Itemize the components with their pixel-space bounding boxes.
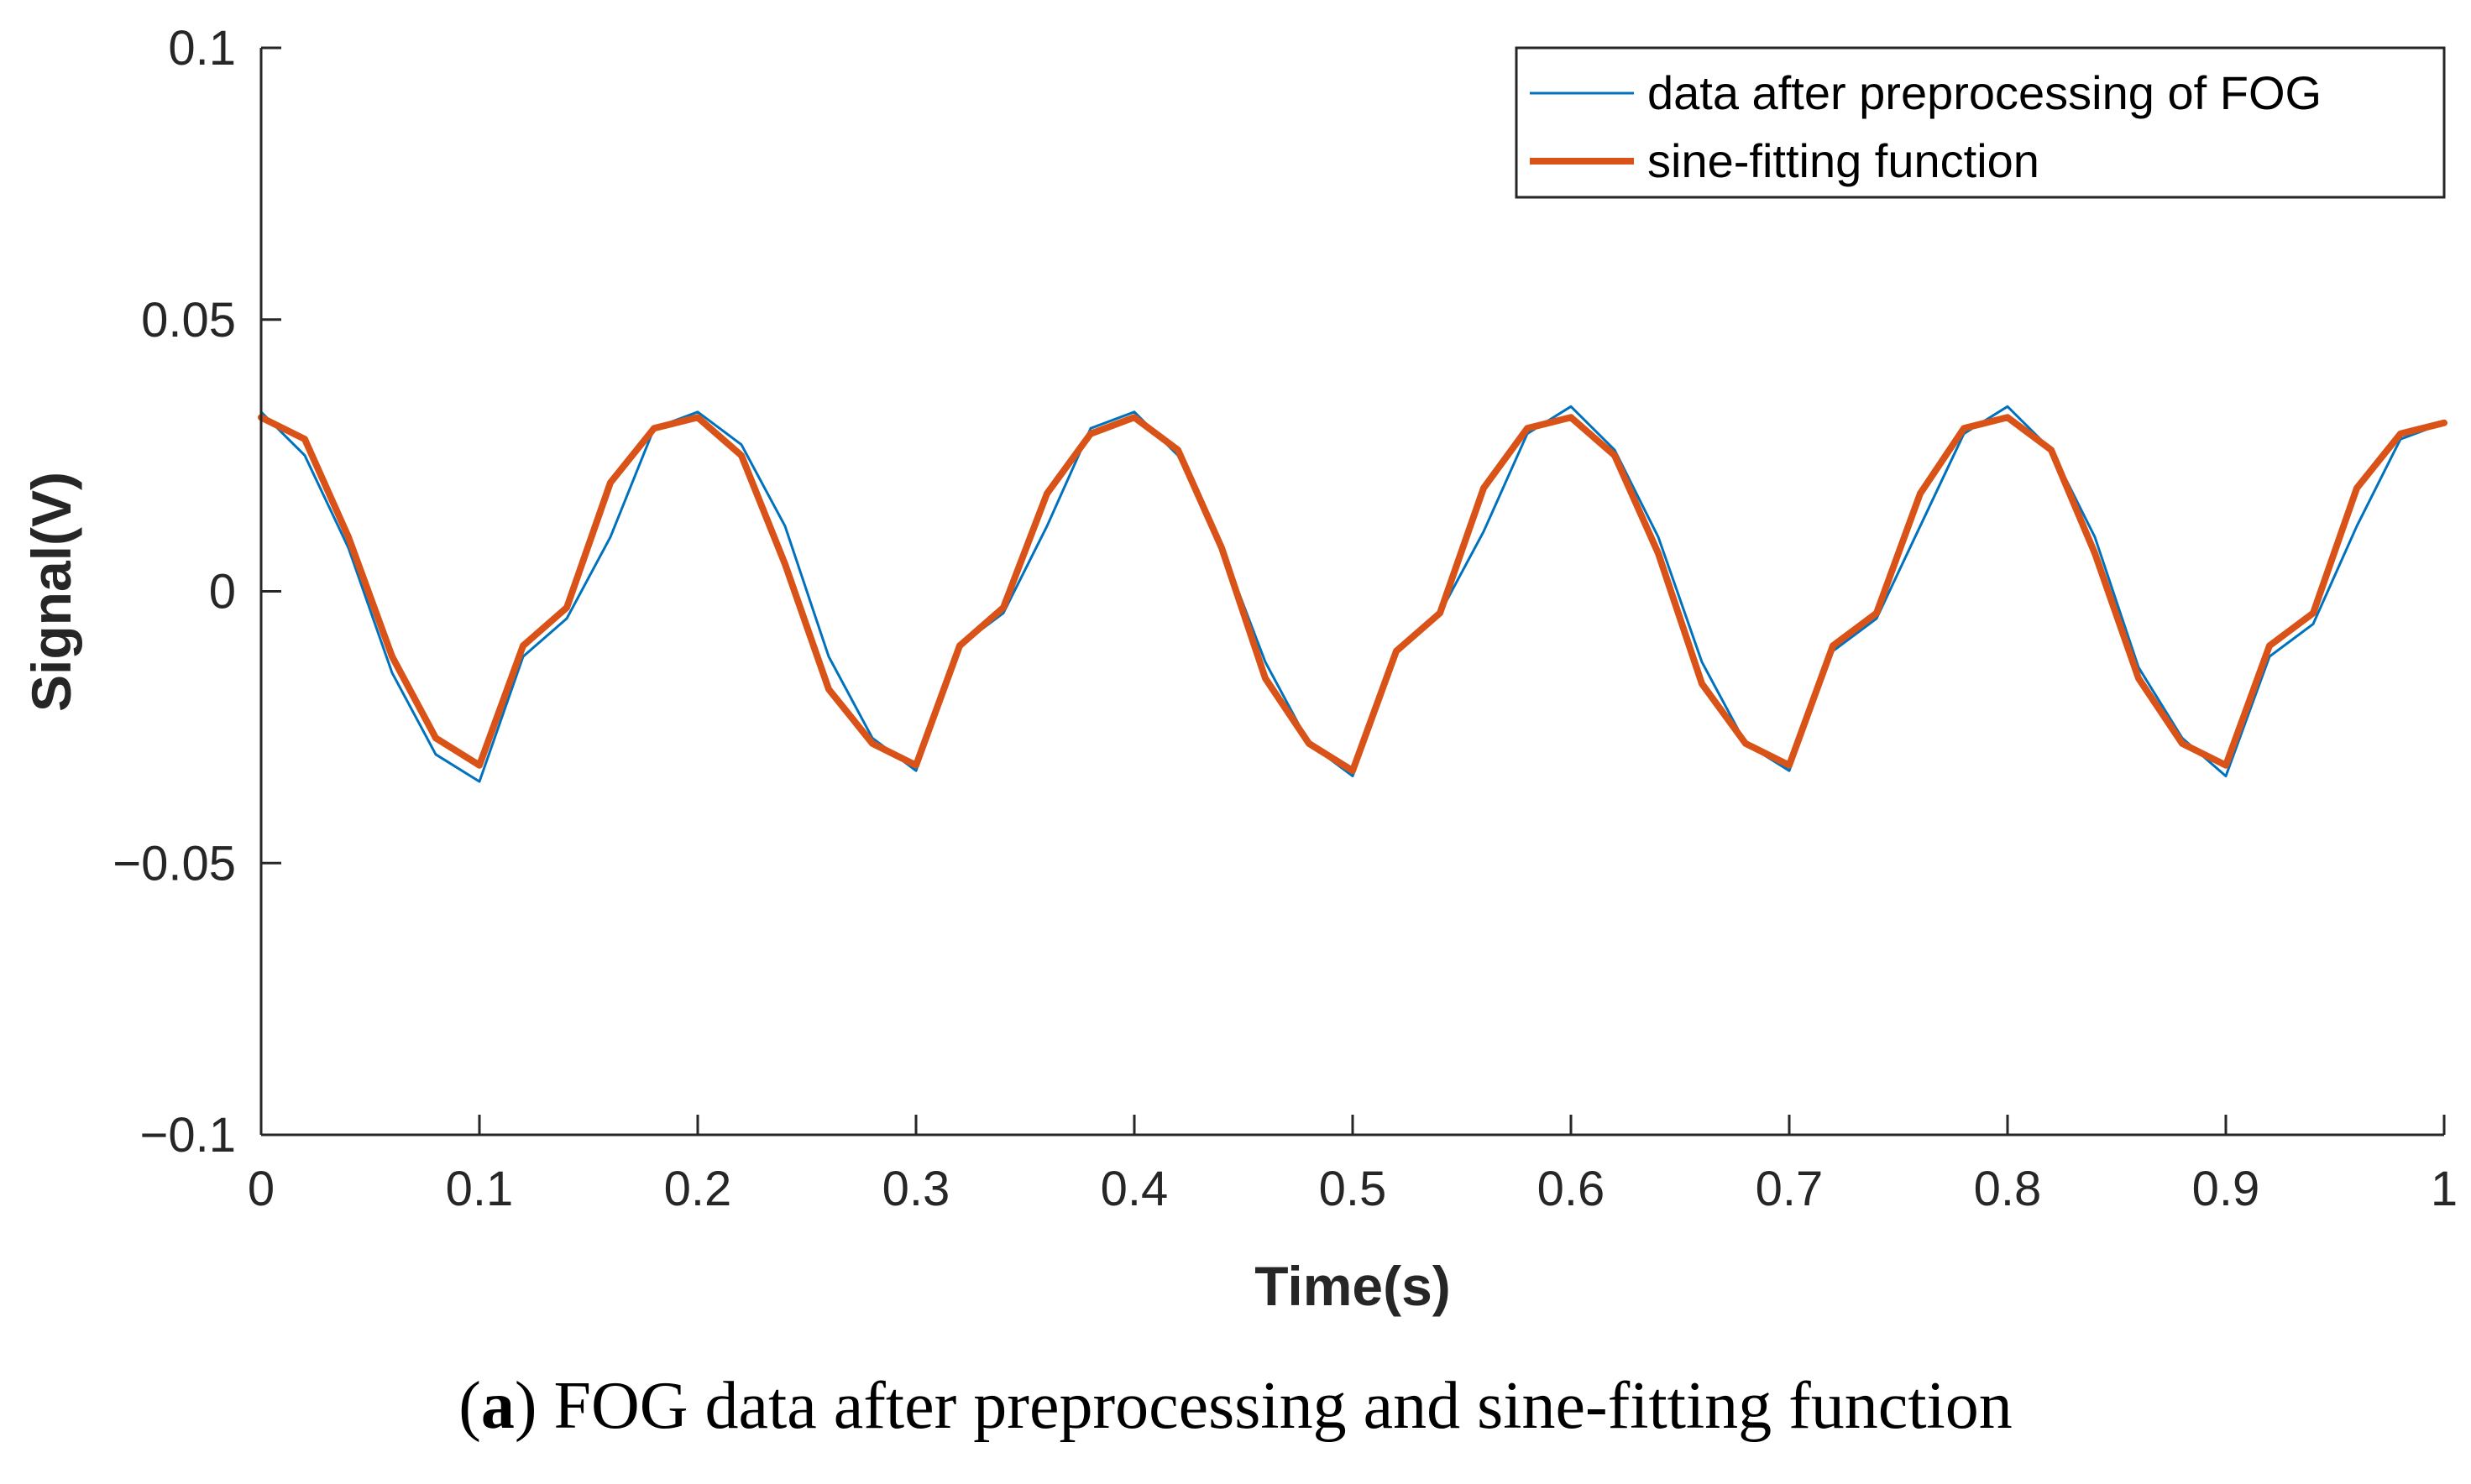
x-tick-label: 0.7 — [1756, 1162, 1824, 1216]
y-tick-label: 0.05 — [141, 293, 236, 347]
y-axis-title: Signal(V) — [20, 472, 82, 712]
x-tick-label: 0.5 — [1319, 1162, 1387, 1216]
x-tick-label: 0.8 — [1974, 1162, 2042, 1216]
y-tick-label: 0.1 — [168, 21, 236, 76]
plot-background — [261, 48, 2444, 1135]
y-tick-label: −0.1 — [140, 1108, 237, 1163]
caption-text: FOG data after preprocessing and sine-fi… — [553, 1369, 2013, 1443]
x-tick-label: 0.6 — [1537, 1162, 1605, 1216]
ticks-layer: 0 0.1 0.2 0.3 0.4 0.5 0.6 0.7 0.8 0.9 1 −0.1 −0.05 0 0… — [113, 21, 2458, 1216]
x-tick-label: 1 — [2431, 1162, 2458, 1216]
legend-label-fog-data: data after preprocessing of FOG — [1647, 66, 2322, 119]
sine-fit-line — [258, 414, 2447, 775]
x-tick-label: 0.3 — [882, 1162, 950, 1216]
data-layer — [258, 405, 2447, 783]
x-axis-title: Time(s) — [1254, 1255, 1451, 1317]
x-tick-label: 0.2 — [664, 1162, 732, 1216]
caption-label: a — [480, 1369, 515, 1443]
legend[interactable]: data after preprocessing of FOG sine-fit… — [1515, 46, 2446, 199]
x-tick-label: 0.9 — [2192, 1162, 2260, 1216]
x-tick-label: 0.1 — [446, 1162, 514, 1216]
y-tick-label: 0 — [209, 565, 236, 619]
fog-data-line — [259, 405, 2446, 783]
legend-box — [1515, 46, 2446, 199]
chart: 0 0.1 0.2 0.3 0.4 0.5 0.6 0.7 0.8 0.9 1 −0.1 −0.05 0 0… — [20, 21, 2458, 1317]
legend-label-sine-fit: sine-fitting function — [1647, 134, 2039, 187]
x-tick-label: 0 — [248, 1162, 275, 1216]
y-tick-label: −0.05 — [113, 836, 236, 891]
figure-caption: (a) FOG data after preprocessing and sin… — [458, 1369, 2013, 1443]
x-tick-label: 0.4 — [1101, 1162, 1169, 1216]
